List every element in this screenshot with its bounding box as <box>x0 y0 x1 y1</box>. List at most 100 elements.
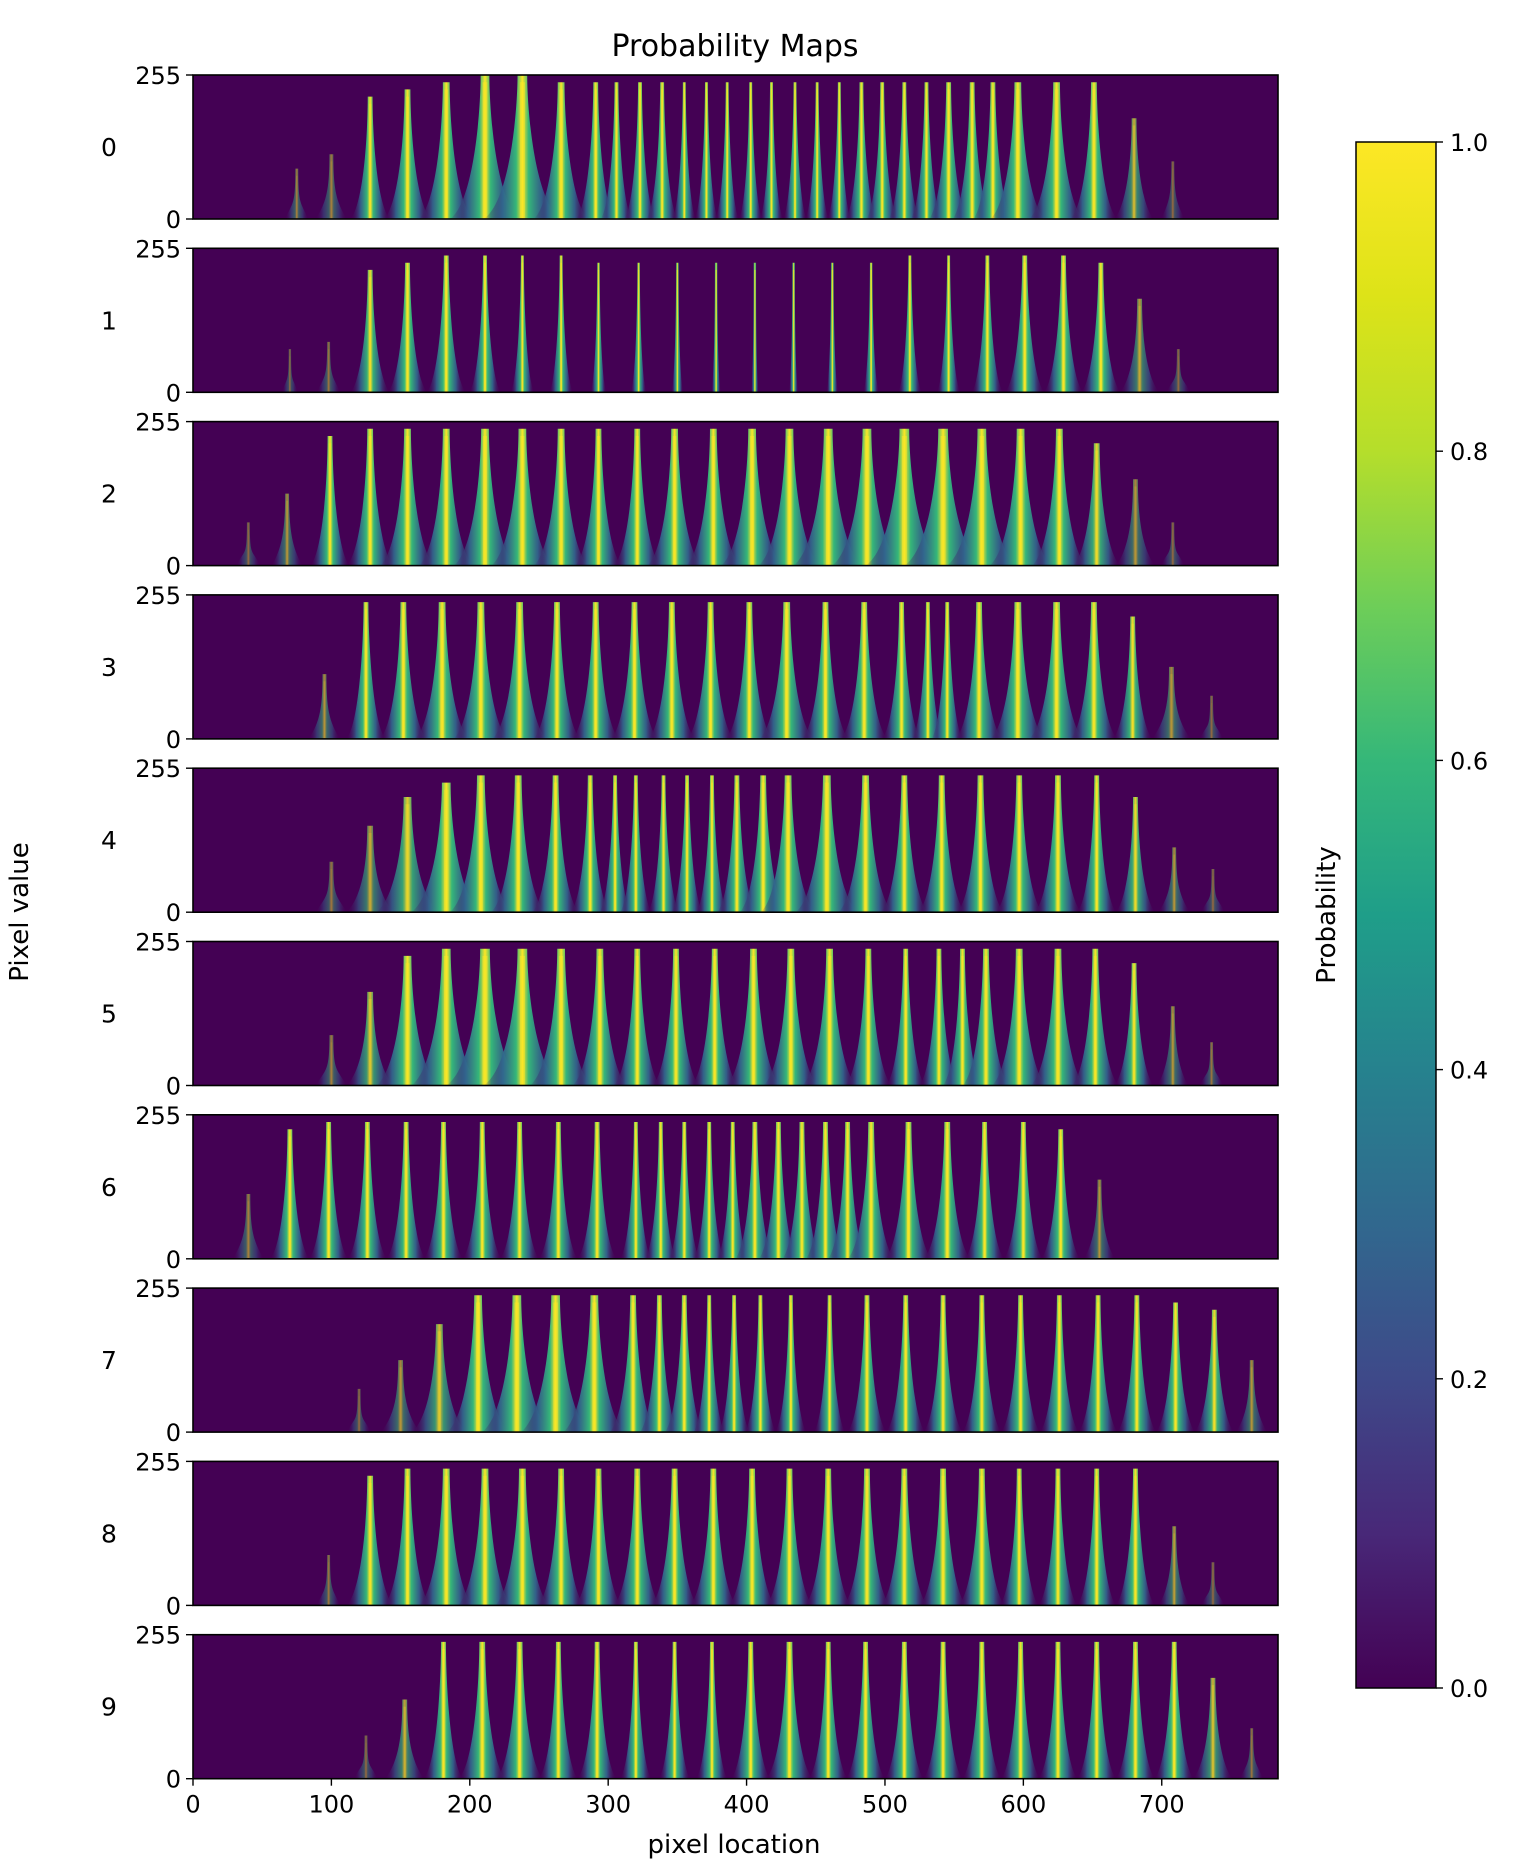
spike-core <box>787 1649 791 1779</box>
probability-spike <box>310 436 350 566</box>
spike-core <box>1017 1475 1021 1606</box>
probability-spike <box>1158 847 1190 913</box>
probability-spike <box>1114 118 1154 219</box>
spike-core <box>555 609 559 739</box>
spike-core <box>1095 1475 1098 1606</box>
spike-core <box>1172 168 1174 219</box>
x-tick-label: 0 <box>185 1791 200 1819</box>
spike-core <box>1210 1049 1213 1086</box>
spike-core <box>247 529 250 566</box>
spike-core <box>711 436 716 566</box>
spike-core <box>789 1302 792 1433</box>
x-axis-label: pixel location <box>648 1830 821 1860</box>
spike-core <box>710 782 713 913</box>
panel-label: 4 <box>101 826 117 855</box>
spike-core <box>615 89 618 219</box>
spike-core <box>1134 1475 1137 1606</box>
panel-marks <box>285 75 1185 219</box>
spike-core <box>940 436 946 566</box>
panel-label: 8 <box>101 1519 117 1548</box>
probability-spike <box>346 1475 394 1606</box>
spike-core <box>327 1562 330 1606</box>
spike-core <box>747 609 751 739</box>
spike-core <box>1018 436 1023 566</box>
spike-core <box>519 955 525 1086</box>
spike-core <box>1058 1302 1061 1433</box>
spike-core <box>865 1302 869 1433</box>
spike-core <box>759 1302 762 1433</box>
spike-core <box>557 1129 560 1259</box>
spike-core <box>1096 1302 1100 1433</box>
spike-core <box>484 262 487 393</box>
spike-core <box>1056 1475 1060 1606</box>
spike-core <box>480 1649 484 1779</box>
panel-marks <box>232 1122 1115 1259</box>
spike-core <box>711 1475 715 1606</box>
spike-core <box>863 782 868 913</box>
heatmap-panels: 2550025501255022550325504255052550625507… <box>101 62 1279 1794</box>
y-tick-label: 255 <box>135 1622 181 1650</box>
spike-core <box>662 782 665 913</box>
spike-core <box>683 1129 686 1259</box>
probability-spike <box>282 349 298 393</box>
spike-core <box>705 89 708 219</box>
spike-core <box>824 1129 827 1259</box>
spike-core <box>1134 486 1137 566</box>
spike-core <box>368 103 372 219</box>
spike-core <box>444 955 449 1086</box>
spike-core <box>735 782 739 913</box>
spike-core <box>1062 262 1065 393</box>
panel-background <box>193 1461 1278 1606</box>
spike-core <box>789 955 793 1086</box>
spike-core <box>1173 854 1176 913</box>
spike-core <box>330 1042 333 1086</box>
panel-4: 255 0 4 <box>101 755 1279 927</box>
spike-core <box>483 436 488 566</box>
spike-core <box>864 436 870 566</box>
panel-label: 9 <box>101 1693 117 1722</box>
spike-core <box>1016 89 1020 219</box>
spike-core <box>751 955 756 1086</box>
panel-frame <box>192 1460 1279 1607</box>
spike-core <box>437 1331 442 1433</box>
spike-core <box>598 955 602 1086</box>
spike-core <box>1022 1129 1025 1259</box>
spike-core <box>1092 89 1096 219</box>
probability-spike <box>1073 443 1120 566</box>
spike-core <box>901 436 907 566</box>
colorbar-tick-label: 0.2 <box>1450 1366 1488 1394</box>
x-tick-label: 200 <box>447 1791 493 1819</box>
spike-core <box>1213 1316 1216 1433</box>
spike-core <box>1210 702 1213 739</box>
panel-5: 255 0 5 <box>101 929 1279 1101</box>
y-tick-label: 0 <box>166 1246 181 1274</box>
spike-core <box>753 1129 757 1259</box>
panel-marks <box>315 775 1225 913</box>
probability-spike <box>315 1035 347 1086</box>
spike-core <box>483 1475 487 1606</box>
probability-spike <box>1161 161 1185 219</box>
spike-core <box>559 955 564 1086</box>
spike-core <box>634 782 637 913</box>
panel-6: 255 0 6 <box>101 1102 1279 1274</box>
spike-core <box>826 1649 830 1779</box>
spike-core <box>731 1129 734 1259</box>
spike-core <box>1135 1302 1139 1433</box>
spike-core <box>864 1649 867 1779</box>
spike-core <box>826 1475 830 1606</box>
spike-core <box>368 1483 372 1606</box>
y-tick-label: 0 <box>166 899 181 927</box>
y-tick-label: 255 <box>135 1275 181 1303</box>
spike-core <box>1059 1136 1062 1259</box>
colorbar: 0.0 0.2 0.4 0.6 0.8 1.0 Probability <box>1312 129 1488 1703</box>
panel-frame <box>192 940 1279 1087</box>
spike-core <box>478 782 483 913</box>
spike-core <box>1056 782 1060 913</box>
spike-core <box>713 955 717 1086</box>
spike-core <box>1054 89 1059 219</box>
spike-core <box>365 1742 367 1779</box>
spike-core <box>1095 1649 1098 1779</box>
spike-core <box>827 955 832 1086</box>
colorbar-gradient <box>1355 141 1437 1689</box>
